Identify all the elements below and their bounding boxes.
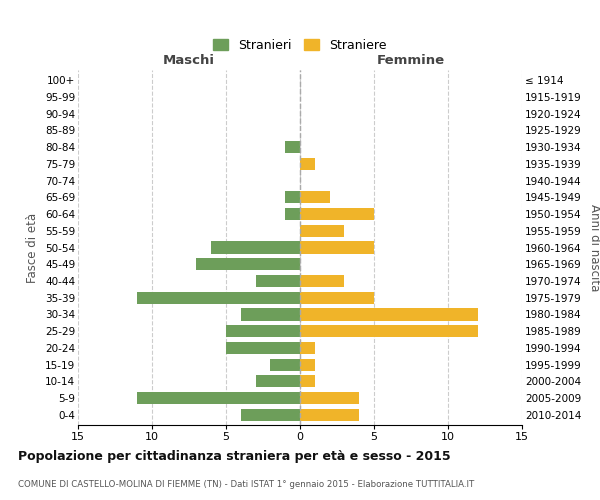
Bar xyxy=(300,191,329,203)
Bar xyxy=(300,224,344,237)
Bar xyxy=(300,158,315,170)
Bar xyxy=(300,242,374,254)
Text: Popolazione per cittadinanza straniera per età e sesso - 2015: Popolazione per cittadinanza straniera p… xyxy=(18,450,451,463)
Text: Maschi: Maschi xyxy=(163,54,215,68)
Bar xyxy=(300,358,315,370)
Bar xyxy=(285,191,300,203)
Bar xyxy=(226,325,300,338)
Y-axis label: Anni di nascita: Anni di nascita xyxy=(588,204,600,291)
Bar xyxy=(300,275,344,287)
Bar xyxy=(226,342,300,354)
Bar xyxy=(256,275,300,287)
Bar xyxy=(300,208,374,220)
Bar xyxy=(300,392,359,404)
Y-axis label: Fasce di età: Fasce di età xyxy=(26,212,40,282)
Text: COMUNE DI CASTELLO-MOLINA DI FIEMME (TN) - Dati ISTAT 1° gennaio 2015 - Elaboraz: COMUNE DI CASTELLO-MOLINA DI FIEMME (TN)… xyxy=(18,480,474,489)
Bar xyxy=(300,325,478,338)
Bar xyxy=(300,308,478,320)
Bar xyxy=(300,376,315,388)
Bar xyxy=(241,409,300,421)
Legend: Stranieri, Straniere: Stranieri, Straniere xyxy=(208,34,392,56)
Bar xyxy=(300,292,374,304)
Bar xyxy=(256,376,300,388)
Bar xyxy=(300,409,359,421)
Bar xyxy=(300,342,315,354)
Bar xyxy=(271,358,300,370)
Bar xyxy=(137,292,300,304)
Bar xyxy=(137,392,300,404)
Bar xyxy=(196,258,300,270)
Bar xyxy=(241,308,300,320)
Bar xyxy=(285,141,300,153)
Text: Femmine: Femmine xyxy=(377,54,445,68)
Bar xyxy=(285,208,300,220)
Bar xyxy=(211,242,300,254)
